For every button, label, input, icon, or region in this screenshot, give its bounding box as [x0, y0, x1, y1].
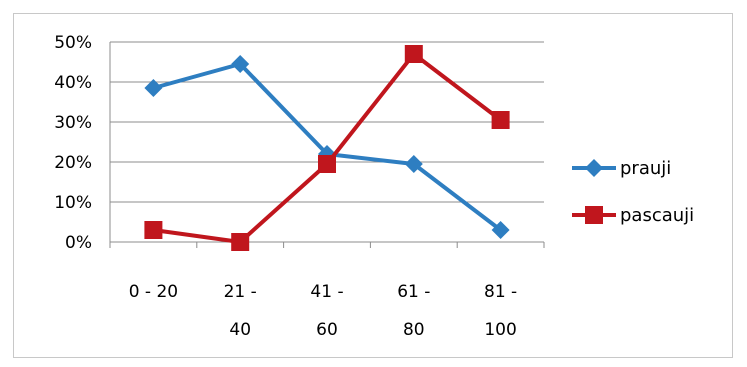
series-pascauji [144, 45, 510, 251]
x-axis: 0 - 20 21 - 40 41 - 60 61 - 80 81 - 100 [109, 242, 545, 340]
series-prauji-point [404, 155, 423, 173]
series-pascauji-point [318, 155, 336, 173]
series-prauji-point [144, 79, 163, 97]
legend-label: pascauji [620, 205, 694, 226]
x-tick-label: 21 - [224, 282, 257, 302]
series-pascauji-point [231, 233, 250, 251]
x-tick-label: 40 [229, 320, 251, 340]
legend-item-prauji: prauji [572, 158, 671, 179]
x-tick-label: 41 - [310, 282, 343, 302]
x-tick-label: 0 - 20 [129, 282, 178, 302]
y-tick-label: 30% [54, 113, 92, 133]
y-tick-label: 20% [54, 153, 92, 173]
legend-item-pascauji: pascauji [572, 205, 694, 226]
x-tick-label: 81 - [484, 282, 517, 302]
x-tick-label: 60 [316, 320, 338, 340]
chart-frame [13, 13, 733, 358]
series-pascauji-point [404, 45, 423, 63]
series-pascauji-point [491, 111, 510, 129]
chart-legend: prauji pascauji [572, 158, 694, 226]
x-tick-label: 100 [484, 320, 516, 340]
legend-swatch-point [585, 206, 603, 224]
y-tick-label: 10% [54, 193, 92, 213]
legend-label: prauji [620, 158, 671, 179]
series-prauji-point [491, 221, 510, 239]
y-tick-label: 0% [65, 233, 92, 253]
x-tick-label: 80 [403, 320, 425, 340]
y-tick-label: 50% [54, 33, 92, 53]
series-layer [144, 45, 510, 251]
legend-swatch-point [585, 159, 603, 177]
series-prauji-point [231, 55, 250, 73]
y-axis: 0% 10% 20% 30% 40% 50% [54, 33, 111, 253]
series-prauji [144, 55, 510, 239]
series-pascauji-point [144, 221, 163, 239]
y-tick-label: 40% [54, 73, 92, 93]
x-tick-label: 61 - [397, 282, 430, 302]
